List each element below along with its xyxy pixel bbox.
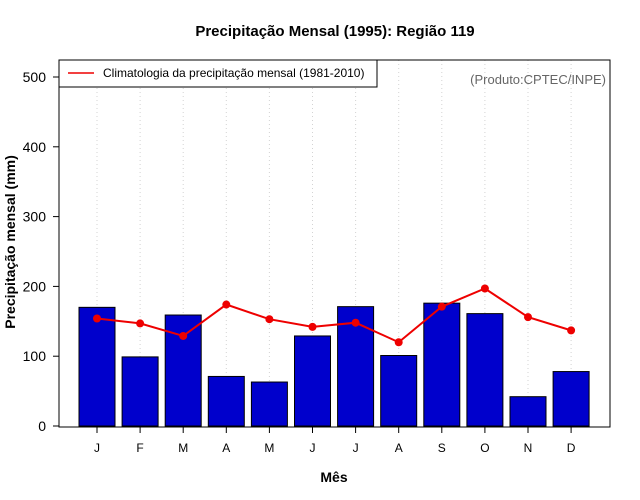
x-tick-label: N — [524, 441, 533, 455]
x-tick-label: A — [222, 441, 230, 455]
y-tick-label: 0 — [38, 418, 46, 434]
climatology-point — [265, 315, 274, 324]
x-axis-title: Mês — [320, 469, 347, 485]
bars — [78, 302, 590, 427]
y-axis-title: Precipitação mensal (mm) — [2, 155, 18, 329]
climatology-point — [308, 322, 317, 331]
bar — [121, 356, 159, 427]
x-tick-label: D — [567, 441, 576, 455]
climatology-point — [93, 314, 101, 323]
y-tick-label: 300 — [23, 209, 47, 225]
bar — [509, 396, 547, 427]
climatology-point — [222, 300, 231, 309]
bar — [423, 302, 461, 427]
y-tick-label: 100 — [23, 348, 47, 364]
climatology-point — [394, 338, 403, 347]
climatology-point — [437, 302, 446, 311]
x-tick-label: O — [480, 441, 489, 455]
climatology-point — [136, 319, 145, 328]
climatology-line — [93, 284, 576, 347]
legend-label: Climatologia da precipitação mensal (198… — [103, 66, 364, 80]
x-tick-label: F — [136, 441, 143, 455]
x-tick-label: J — [310, 441, 316, 455]
chart-title: Precipitação Mensal (1995): Região 119 — [195, 23, 474, 40]
x-tick-label: M — [264, 441, 274, 455]
bar — [380, 355, 418, 427]
y-axis: 0 100 200 300 400 500 — [23, 69, 59, 434]
climatology-point — [567, 326, 576, 335]
bar — [250, 381, 288, 427]
y-tick-label: 500 — [23, 69, 47, 85]
bar — [466, 313, 504, 427]
bar — [207, 375, 245, 427]
legend: Climatologia da precipitação mensal (198… — [58, 59, 378, 88]
y-tick-label: 400 — [23, 139, 47, 155]
climatology-polyline — [96, 287, 572, 344]
bar — [294, 335, 331, 427]
legend-box — [58, 59, 378, 88]
climatology-point — [351, 318, 360, 327]
y-tick-label: 200 — [23, 278, 47, 294]
climatology-point — [524, 313, 532, 322]
bar — [78, 306, 116, 427]
source-annotation: (Produto:CPTEC/INPE) — [470, 72, 606, 87]
x-tick-label: S — [438, 441, 446, 455]
climatology-point — [480, 284, 489, 293]
x-tick-label: A — [395, 441, 403, 455]
climatology-point — [179, 331, 188, 340]
x-tick-label: M — [178, 441, 188, 455]
x-tick-label: J — [353, 441, 359, 455]
bar — [552, 371, 590, 427]
x-tick-label: J — [94, 441, 100, 455]
